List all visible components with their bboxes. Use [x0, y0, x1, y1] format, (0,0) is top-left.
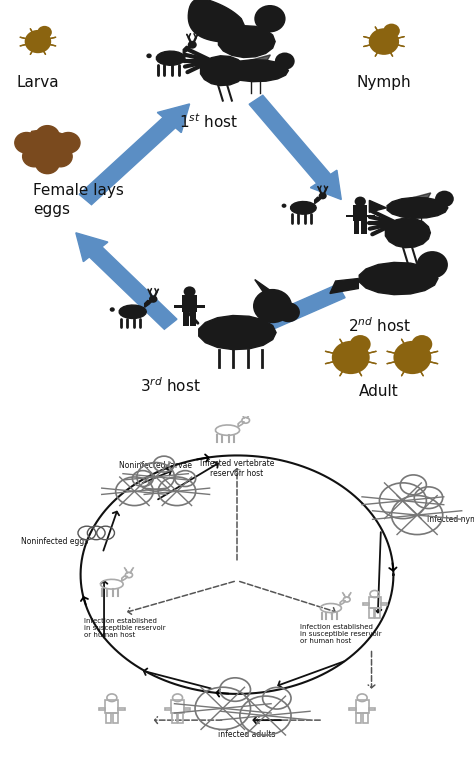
Circle shape [56, 133, 80, 153]
Circle shape [226, 38, 246, 56]
Circle shape [350, 335, 371, 354]
Bar [106, 713, 111, 723]
Circle shape [25, 30, 51, 53]
FancyArrow shape [76, 233, 177, 329]
Circle shape [411, 335, 432, 354]
Bar [171, 700, 184, 713]
Text: $2^{nd}$ host: $2^{nd}$ host [347, 316, 411, 335]
Circle shape [383, 23, 400, 38]
Bar [356, 713, 361, 723]
Bar [197, 305, 205, 308]
Text: Noninfected larvae: Noninfected larvae [119, 461, 192, 470]
Circle shape [411, 200, 431, 218]
Circle shape [15, 133, 38, 153]
Circle shape [435, 190, 454, 207]
Text: Infection established
in susceptible reservoir
or human host: Infection established in susceptible res… [300, 624, 381, 644]
Bar [346, 214, 353, 218]
Bar [363, 604, 369, 605]
Bar [105, 700, 118, 713]
Bar [178, 713, 183, 723]
Polygon shape [315, 197, 321, 204]
Polygon shape [206, 63, 224, 75]
Circle shape [188, 41, 197, 49]
Circle shape [319, 192, 327, 200]
Bar [184, 708, 191, 710]
Bar [363, 713, 368, 723]
Text: Infected nymphs: Infected nymphs [427, 515, 474, 524]
Bar [353, 205, 367, 221]
Polygon shape [330, 278, 358, 294]
Polygon shape [119, 305, 146, 319]
Circle shape [332, 341, 370, 375]
Bar [368, 708, 375, 710]
Circle shape [109, 307, 115, 312]
Bar [118, 708, 125, 710]
Polygon shape [369, 200, 386, 212]
Bar [349, 708, 356, 710]
Circle shape [393, 341, 431, 375]
FancyArrow shape [79, 104, 190, 204]
Polygon shape [156, 51, 185, 65]
Text: Female lays
eggs: Female lays eggs [33, 183, 124, 217]
Polygon shape [255, 280, 273, 295]
Circle shape [23, 146, 46, 167]
Circle shape [37, 26, 52, 39]
Bar [191, 312, 196, 326]
Circle shape [253, 289, 292, 323]
Polygon shape [359, 263, 438, 294]
Circle shape [417, 251, 448, 278]
Polygon shape [201, 56, 246, 85]
Bar [174, 305, 182, 308]
Text: $1^{st}$ host: $1^{st}$ host [179, 112, 238, 131]
Circle shape [277, 302, 300, 322]
Polygon shape [145, 301, 152, 307]
FancyArrow shape [249, 96, 341, 200]
FancyArrow shape [218, 284, 345, 347]
Bar [99, 708, 105, 710]
Polygon shape [188, 0, 246, 42]
Text: Larva: Larva [17, 75, 59, 90]
Text: Infection established
in susceptible reservoir
or human host: Infection established in susceptible res… [84, 618, 165, 639]
Circle shape [146, 54, 152, 58]
Circle shape [369, 28, 399, 55]
Circle shape [275, 53, 295, 70]
Circle shape [49, 146, 72, 167]
Polygon shape [183, 47, 191, 54]
Circle shape [282, 204, 286, 207]
Circle shape [183, 287, 196, 297]
Bar [375, 608, 380, 618]
Text: Infected vertebrate
reservoir host: Infected vertebrate reservoir host [200, 459, 274, 479]
Polygon shape [21, 129, 71, 166]
Circle shape [36, 126, 59, 146]
Circle shape [149, 295, 157, 303]
Circle shape [254, 5, 285, 33]
Text: Noninfected eggs: Noninfected eggs [21, 537, 88, 545]
Polygon shape [224, 60, 288, 82]
Polygon shape [291, 201, 316, 214]
Circle shape [355, 197, 366, 207]
Circle shape [36, 153, 59, 173]
Bar [369, 608, 374, 618]
Bar [369, 597, 381, 608]
Bar [182, 295, 197, 312]
Bar [381, 604, 387, 605]
Text: Adult: Adult [359, 384, 399, 399]
Bar [361, 221, 367, 235]
Polygon shape [409, 193, 431, 202]
Bar [172, 713, 177, 723]
Polygon shape [219, 26, 275, 57]
Bar [183, 312, 189, 326]
Bar [112, 713, 118, 723]
Bar [354, 221, 359, 235]
Polygon shape [385, 218, 430, 248]
Text: infected adults: infected adults [218, 730, 275, 739]
Text: Nymph: Nymph [356, 75, 411, 90]
Polygon shape [199, 315, 276, 350]
Polygon shape [247, 55, 270, 64]
Bar [356, 700, 369, 713]
Bar [367, 214, 375, 218]
Polygon shape [387, 197, 448, 218]
Bar [165, 708, 171, 710]
Text: $3^{rd}$ host: $3^{rd}$ host [140, 376, 201, 395]
